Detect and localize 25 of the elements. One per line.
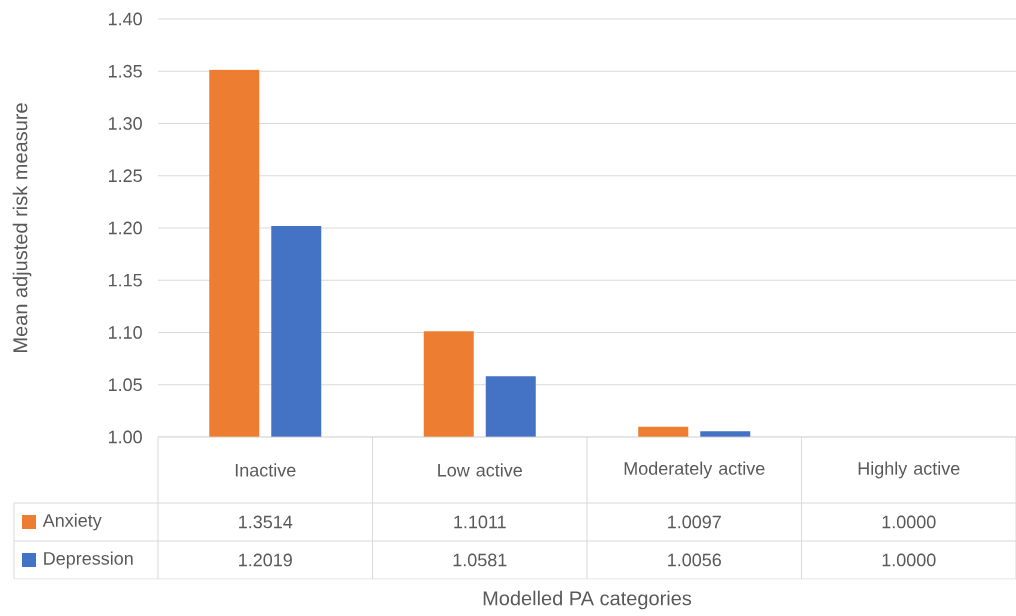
y-tick-label: 1.10 xyxy=(108,326,142,339)
legend-label: Anxiety xyxy=(42,513,102,531)
data-label: 1.0097 xyxy=(668,515,721,529)
text: Modelled PA categories xyxy=(483,590,692,610)
legend-label: Depression xyxy=(44,551,133,569)
data-label: 1.1011 xyxy=(454,515,506,529)
x-tick-label: Low active xyxy=(438,463,522,477)
y-tick-label: 1.20 xyxy=(108,221,142,235)
data-label: 1.0000 xyxy=(882,553,936,567)
y-tick-label: 1.00 xyxy=(108,430,142,444)
data-label: 1.2019 xyxy=(239,553,292,567)
y-tick-label: 1.30 xyxy=(108,117,142,130)
y-tick-label: 1.15 xyxy=(108,273,142,287)
x-tick-label: Moderately active xyxy=(624,461,765,479)
x-tick-label: Highly active xyxy=(858,461,960,479)
y-axis-title: Mean adjusted risk measure xyxy=(12,103,32,352)
x-tick-label: Inactive xyxy=(235,463,296,477)
y-tick-label: 1.05 xyxy=(108,378,142,392)
y-tick-label: 1.35 xyxy=(108,64,142,78)
data-label: 1.0581 xyxy=(453,553,507,567)
data-label: 1.0056 xyxy=(668,553,721,567)
y-tick-label: 1.40 xyxy=(108,12,142,26)
data-label: 1.3514 xyxy=(239,515,293,529)
y-tick-label: 1.25 xyxy=(108,169,142,183)
data-label: 1.0000 xyxy=(882,515,936,529)
